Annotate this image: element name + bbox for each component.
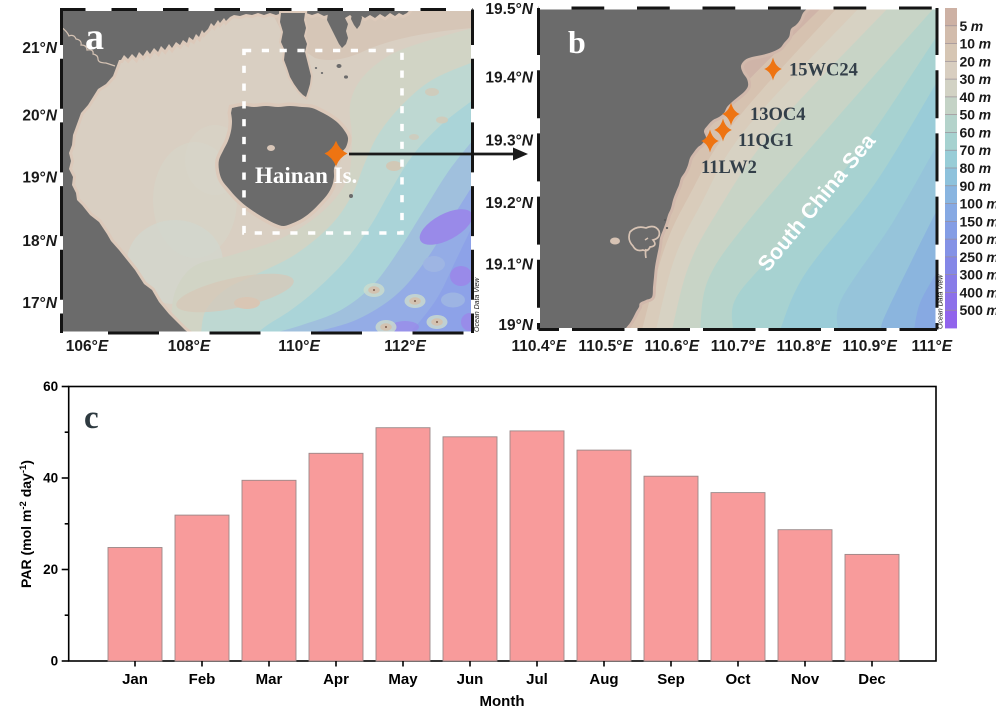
svg-text:108°E: 108°E bbox=[168, 338, 211, 355]
svg-text:20°N: 20°N bbox=[22, 108, 57, 125]
svg-text:150m: 150m bbox=[960, 213, 996, 229]
svg-text:60: 60 bbox=[43, 379, 58, 394]
svg-text:19.5°N: 19.5°N bbox=[485, 1, 533, 18]
svg-text:PAR (mol m-2 day-1): PAR (mol m-2 day-1) bbox=[18, 460, 35, 588]
svg-text:Apr: Apr bbox=[323, 671, 349, 688]
svg-text:Jul: Jul bbox=[526, 671, 548, 688]
svg-text:Mar: Mar bbox=[256, 671, 283, 688]
svg-text:May: May bbox=[388, 671, 418, 688]
svg-text:110°E: 110°E bbox=[278, 338, 320, 355]
svg-text:110.4°E: 110.4°E bbox=[512, 338, 567, 355]
svg-text:18°N: 18°N bbox=[22, 233, 57, 250]
svg-text:Oct: Oct bbox=[725, 671, 750, 688]
svg-text:300m: 300m bbox=[960, 267, 996, 283]
svg-text:19°N: 19°N bbox=[498, 317, 533, 334]
svg-text:110.5°E: 110.5°E bbox=[578, 338, 633, 355]
svg-text:20: 20 bbox=[43, 562, 58, 577]
svg-text:110.7°E: 110.7°E bbox=[711, 338, 766, 355]
svg-text:13OC4: 13OC4 bbox=[750, 105, 806, 125]
svg-text:19.2°N: 19.2°N bbox=[485, 195, 533, 212]
svg-text:19.4°N: 19.4°N bbox=[485, 70, 533, 87]
svg-text:Month: Month bbox=[480, 693, 525, 710]
svg-text:21°N: 21°N bbox=[22, 40, 57, 57]
svg-text:15WC24: 15WC24 bbox=[789, 61, 858, 81]
svg-text:112°E: 112°E bbox=[384, 338, 426, 355]
svg-text:19.1°N: 19.1°N bbox=[485, 257, 533, 274]
svg-text:110.8°E: 110.8°E bbox=[777, 338, 832, 355]
svg-text:0: 0 bbox=[51, 654, 59, 669]
svg-text:Jan: Jan bbox=[122, 671, 148, 688]
svg-text:Ocean Data View: Ocean Data View bbox=[938, 274, 945, 329]
svg-text:19°N: 19°N bbox=[22, 170, 57, 187]
svg-text:100m: 100m bbox=[960, 196, 996, 212]
svg-text:110.6°E: 110.6°E bbox=[645, 338, 700, 355]
svg-text:Sep: Sep bbox=[657, 671, 685, 688]
svg-text:111°E: 111°E bbox=[911, 338, 952, 355]
svg-text:c: c bbox=[84, 400, 99, 436]
svg-text:400m: 400m bbox=[960, 284, 996, 300]
svg-text:a: a bbox=[85, 16, 104, 58]
svg-text:Dec: Dec bbox=[858, 671, 886, 688]
svg-text:Feb: Feb bbox=[189, 671, 216, 688]
svg-text:110.9°E: 110.9°E bbox=[842, 338, 897, 355]
svg-text:40: 40 bbox=[43, 471, 58, 486]
svg-text:Ocean Data View: Ocean Data View bbox=[474, 277, 481, 332]
svg-text:17°N: 17°N bbox=[22, 295, 57, 312]
svg-text:19.3°N: 19.3°N bbox=[485, 132, 533, 149]
svg-text:Hainan Is.: Hainan Is. bbox=[255, 163, 357, 188]
svg-text:11QG1: 11QG1 bbox=[738, 131, 794, 151]
svg-text:500m: 500m bbox=[960, 302, 996, 318]
svg-text:200m: 200m bbox=[960, 231, 996, 247]
svg-text:Jun: Jun bbox=[457, 671, 484, 688]
svg-text:250m: 250m bbox=[960, 249, 996, 265]
svg-text:11LW2: 11LW2 bbox=[701, 158, 757, 178]
svg-text:Nov: Nov bbox=[791, 671, 820, 688]
svg-text:b: b bbox=[568, 24, 586, 60]
svg-text:Aug: Aug bbox=[589, 671, 618, 688]
svg-text:5m: 5m bbox=[960, 18, 984, 34]
svg-text:106°E: 106°E bbox=[66, 338, 109, 355]
